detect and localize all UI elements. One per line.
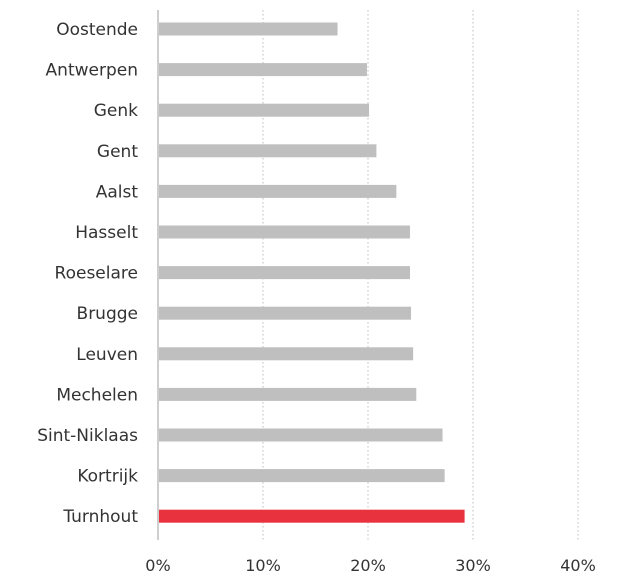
category-label: Turnhout bbox=[62, 507, 138, 527]
bar-leuven bbox=[159, 347, 414, 361]
bar-hasselt bbox=[159, 225, 410, 239]
bar-oostende bbox=[159, 22, 338, 36]
category-label: Sint-Niklaas bbox=[37, 426, 138, 446]
bar-antwerpen bbox=[159, 63, 367, 77]
bar-aalst bbox=[159, 184, 397, 198]
bar-roeselare bbox=[159, 266, 410, 280]
category-labels: Oostende Antwerpen Genk Gent Aalst Hasselt Roe… bbox=[37, 20, 138, 527]
bar-genk bbox=[159, 103, 370, 117]
category-label: Oostende bbox=[56, 20, 138, 40]
category-label: Aalst bbox=[96, 182, 139, 202]
category-label: Genk bbox=[94, 101, 138, 121]
x-axis-ticks: 0% 10% 20% 30% 40% bbox=[145, 556, 595, 575]
category-label: Gent bbox=[97, 142, 138, 162]
bar-sint-niklaas bbox=[159, 428, 443, 442]
x-tick-label: 0% bbox=[145, 556, 170, 575]
x-tick-label: 20% bbox=[350, 556, 386, 575]
category-label: Brugge bbox=[77, 304, 138, 324]
bar-turnhout bbox=[159, 509, 465, 523]
bar-brugge bbox=[159, 306, 412, 320]
category-label: Antwerpen bbox=[46, 61, 138, 81]
category-label: Hasselt bbox=[75, 223, 138, 243]
category-label: Kortrijk bbox=[77, 467, 138, 487]
category-label: Leuven bbox=[76, 345, 138, 365]
x-tick-label: 40% bbox=[560, 556, 596, 575]
bar-mechelen bbox=[159, 387, 417, 401]
bar-kortrijk bbox=[159, 469, 445, 483]
x-tick-label: 10% bbox=[245, 556, 281, 575]
bar-gent bbox=[159, 144, 377, 158]
category-label: Roeselare bbox=[55, 264, 138, 284]
category-label: Mechelen bbox=[56, 385, 138, 405]
bar-layer bbox=[159, 22, 465, 523]
x-tick-label: 30% bbox=[455, 556, 491, 575]
